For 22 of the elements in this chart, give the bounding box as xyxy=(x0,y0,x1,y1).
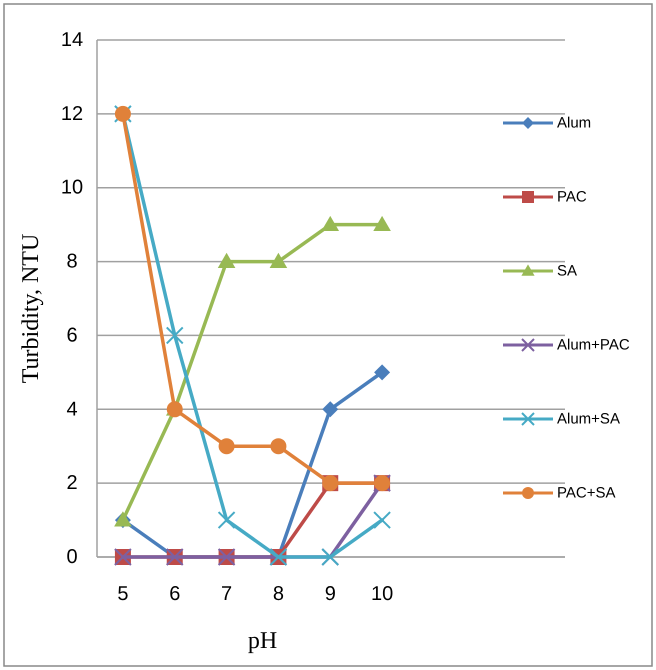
x-tick-label: 7 xyxy=(221,583,232,605)
legend-label: SA xyxy=(557,262,578,280)
x-tick-label: 6 xyxy=(169,583,180,605)
y-tick-label: 12 xyxy=(60,102,84,125)
x-tick-label: 8 xyxy=(272,583,284,605)
x-tick-label: 10 xyxy=(370,583,394,605)
y-tick-label: 0 xyxy=(66,546,78,568)
x-tick-label: 9 xyxy=(324,583,336,605)
y-tick-label: 10 xyxy=(60,176,84,199)
legend-label: Alum xyxy=(557,114,592,132)
y-tick-label: 14 xyxy=(60,29,84,51)
legend-label: PAC xyxy=(557,188,587,206)
y-tick-label: 4 xyxy=(66,398,78,420)
legend-label: Alum+SA xyxy=(557,410,620,428)
x-tick-label: 5 xyxy=(117,583,128,605)
y-axis-title: Turbidity, NTU xyxy=(18,234,44,384)
y-tick-label: 8 xyxy=(66,250,78,273)
y-tick-label: 6 xyxy=(66,324,78,346)
legend-label: Alum+PAC xyxy=(557,336,630,354)
y-tick-label: 2 xyxy=(66,472,78,494)
x-axis-title: pH xyxy=(248,628,278,654)
legend-label: PAC+SA xyxy=(557,484,616,502)
